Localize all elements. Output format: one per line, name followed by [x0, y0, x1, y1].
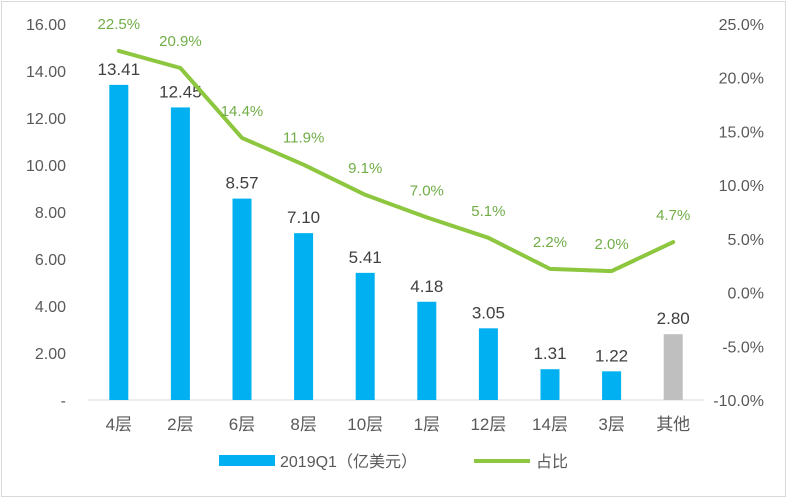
- right-tick-label: 0.0%: [728, 286, 764, 303]
- legend-bar-label: 2019Q1（亿美元）: [280, 453, 417, 471]
- bar: [294, 233, 314, 400]
- category-label: 6层: [229, 415, 255, 434]
- bar-label: 1.31: [533, 344, 566, 363]
- right-tick-label: 10.0%: [719, 178, 764, 195]
- bar-label: 7.10: [287, 208, 320, 227]
- category-label: 12层: [470, 415, 506, 434]
- bar: [540, 369, 560, 400]
- line-label: 20.9%: [159, 33, 202, 50]
- line-label: 5.1%: [471, 203, 505, 220]
- right-tick-label: 15.0%: [719, 124, 764, 141]
- category-label: 其他: [656, 415, 690, 434]
- right-axis-ticks: -10.0% -5.0% 0.0% 5.0% 10.0% 15.0% 20.0% 25.0%: [713, 17, 764, 410]
- bar-label: 4.18: [410, 277, 443, 296]
- bar-label: 2.80: [657, 309, 690, 328]
- line-label: 2.2%: [533, 234, 567, 251]
- left-tick-label: 14.00: [26, 64, 66, 81]
- category-label: 1层: [414, 415, 440, 434]
- legend-line-label: 占比: [536, 453, 568, 471]
- bar-series: [109, 84, 683, 401]
- category-label: 4层: [106, 415, 132, 434]
- bar: [232, 198, 252, 400]
- right-tick-label: 20.0%: [719, 71, 764, 88]
- left-tick-label: 10.00: [26, 158, 66, 175]
- bar-label: 12.45: [159, 82, 202, 101]
- line-label: 7.0%: [410, 182, 444, 199]
- line-label: 4.7%: [656, 207, 690, 224]
- bar-label: 3.05: [472, 303, 505, 322]
- category-label: 3层: [598, 415, 624, 434]
- bar-label: 13.41: [98, 60, 141, 79]
- bar: [355, 272, 375, 400]
- left-axis-ticks: - 2.00 4.00 6.00 8.00 10.00 12.00 14.00 16.00: [26, 17, 66, 410]
- line-label: 11.9%: [283, 130, 324, 147]
- right-tick-label: 25.0%: [719, 17, 764, 34]
- bar-label: 1.22: [595, 346, 628, 365]
- bar: [602, 371, 622, 400]
- category-label: 14层: [532, 415, 568, 434]
- bar: [663, 334, 683, 400]
- line-label: 9.1%: [348, 160, 382, 177]
- bar-label: 5.41: [349, 248, 382, 267]
- line-label: 14.4%: [221, 103, 264, 120]
- left-tick-label: 4.00: [35, 299, 66, 316]
- right-tick-label: -5.0%: [722, 339, 764, 356]
- legend-bar-swatch: [219, 455, 275, 466]
- bar: [478, 328, 498, 400]
- category-label: 2层: [167, 415, 193, 434]
- left-tick-label: 6.00: [35, 252, 66, 269]
- category-labels: 4层 2层 6层 8层 10层 1层 12层 14层 3层 其他: [106, 415, 691, 434]
- left-tick-label: 12.00: [26, 111, 66, 128]
- bar: [109, 84, 129, 401]
- bar-data-labels: 13.41 12.45 8.57 7.10 5.41 4.18 3.05 1.31 1.22 2.…: [98, 60, 690, 365]
- left-tick-label: -: [61, 393, 66, 410]
- legend: 2019Q1（亿美元） 占比: [219, 453, 568, 471]
- line-label: 22.5%: [98, 16, 141, 33]
- left-tick-label: 2.00: [35, 346, 66, 363]
- left-tick-label: 16.00: [26, 17, 66, 34]
- line-data-labels: 22.5% 20.9% 14.4% 11.9% 9.1% 7.0% 5.1% 2.2% 2.0%…: [98, 16, 691, 253]
- category-label: 8层: [290, 415, 316, 434]
- bar-label: 8.57: [225, 174, 258, 193]
- line-label: 2.0%: [594, 236, 628, 253]
- right-tick-label: -10.0%: [713, 393, 764, 410]
- line-series: [116, 48, 676, 274]
- bar: [170, 107, 190, 401]
- left-tick-label: 8.00: [35, 205, 66, 222]
- category-label: 10层: [347, 415, 383, 434]
- right-tick-label: 5.0%: [728, 232, 764, 249]
- bar: [417, 301, 437, 400]
